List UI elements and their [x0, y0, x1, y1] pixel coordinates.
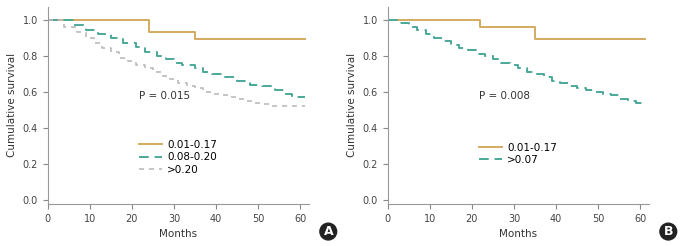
X-axis label: Months: Months — [499, 229, 537, 239]
Text: P = 0.008: P = 0.008 — [479, 91, 530, 101]
Y-axis label: Cumulative survival: Cumulative survival — [7, 53, 17, 157]
Y-axis label: Cumulative survival: Cumulative survival — [347, 53, 357, 157]
Text: P = 0.015: P = 0.015 — [139, 91, 190, 101]
Text: B: B — [664, 225, 673, 238]
Text: A: A — [324, 225, 333, 238]
Legend: 0.01-0.17, >0.07: 0.01-0.17, >0.07 — [479, 142, 557, 165]
X-axis label: Months: Months — [159, 229, 197, 239]
Legend: 0.01-0.17, 0.08-0.20, >0.20: 0.01-0.17, 0.08-0.20, >0.20 — [139, 140, 217, 175]
